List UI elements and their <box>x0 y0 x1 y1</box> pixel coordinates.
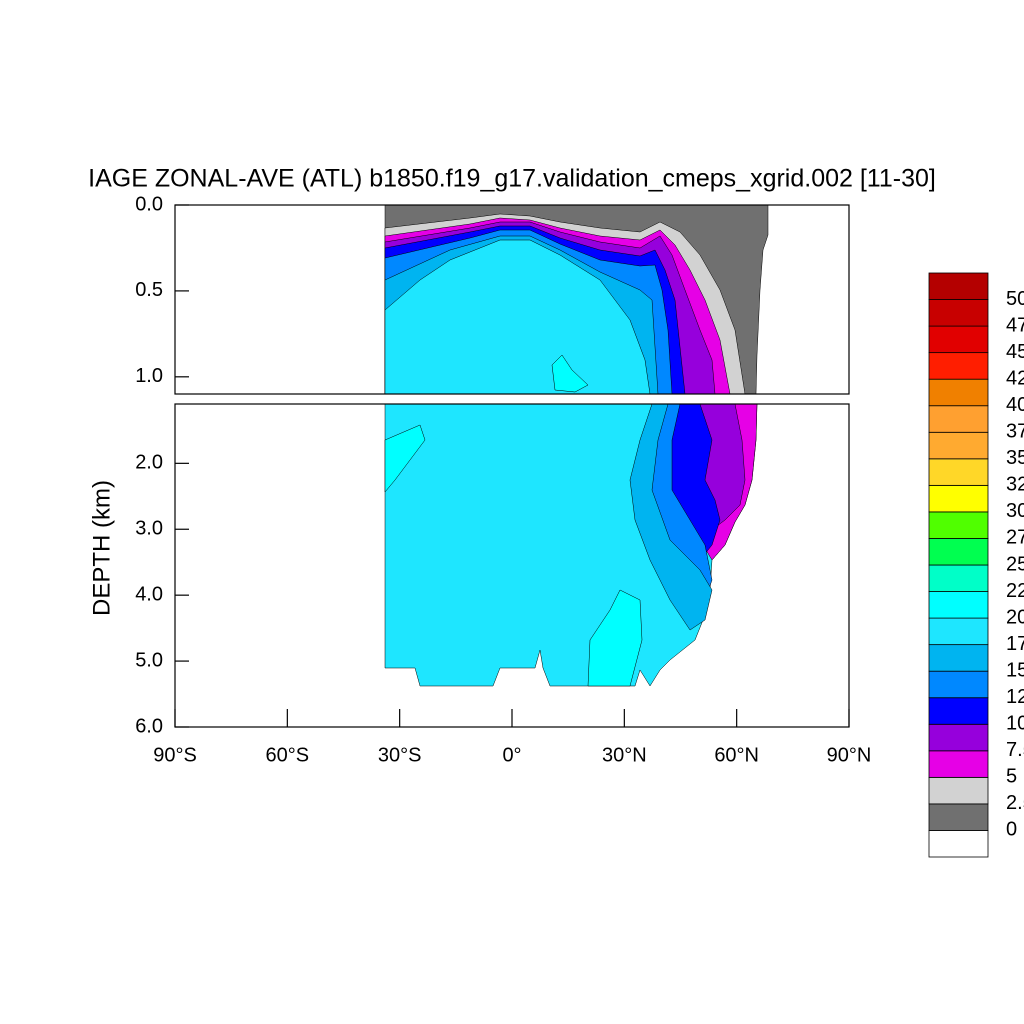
y-tick-label: 0.0 <box>135 193 163 215</box>
contour-region <box>587 589 643 687</box>
colorbar-box <box>928 272 989 300</box>
colorbar-box <box>928 750 989 778</box>
colorbar-label: 42.5 <box>1006 367 1024 389</box>
colorbar-box <box>928 644 989 672</box>
y-tick-label: 5.0 <box>135 649 163 671</box>
colorbar-label: 10 <box>1006 713 1024 735</box>
chart-title: IAGE ZONAL-AVE (ATL) b1850.f19_g17.valid… <box>88 165 936 193</box>
colorbar-label: 35 <box>1006 447 1024 469</box>
colorbar-label: 30 <box>1006 500 1024 522</box>
colorbar-box <box>928 431 989 460</box>
colorbar-label: 25 <box>1006 553 1024 575</box>
colorbar-box <box>928 405 989 433</box>
colorbar-label: 2.5 <box>1006 792 1024 814</box>
y-axis-label: DEPTH (km) <box>88 480 115 616</box>
contour-region <box>551 354 589 393</box>
contour-region <box>629 403 713 631</box>
x-tick-label: 60°N <box>714 744 759 766</box>
colorbar-box <box>928 591 989 619</box>
x-tick-label: 30°S <box>378 744 422 766</box>
y-tick-label: 4.0 <box>135 583 163 605</box>
colorbar-box <box>928 511 989 539</box>
x-tick-label: 60°S <box>266 744 310 766</box>
colorbar-box <box>928 378 989 407</box>
y-tick-label: 0.5 <box>135 279 163 301</box>
colorbar-box <box>928 352 989 380</box>
y-tick-label: 6.0 <box>135 715 163 737</box>
colorbar-label: 12.5 <box>1006 686 1024 708</box>
colorbar-label: 45 <box>1006 341 1024 363</box>
colorbar-box <box>928 697 989 725</box>
x-tick-label: 0° <box>502 744 521 766</box>
colorbar-box <box>928 830 989 858</box>
colorbar-label: 7.5 <box>1006 739 1024 761</box>
colorbar-label: 47.5 <box>1006 314 1024 336</box>
colorbar-box <box>928 803 989 831</box>
colorbar-box <box>928 564 989 592</box>
colorbar-label: 37.5 <box>1006 421 1024 443</box>
x-tick-label: 90°S <box>153 744 197 766</box>
colorbar-label: 27.5 <box>1006 527 1024 549</box>
x-tick-label: 30°N <box>602 744 647 766</box>
colorbar-box <box>928 484 989 513</box>
colorbar-label: 0 <box>1006 819 1017 841</box>
colorbar-label: 32.5 <box>1006 474 1024 496</box>
colorbar-label: 22.5 <box>1006 580 1024 602</box>
panel-frame <box>174 204 850 395</box>
colorbar-box <box>928 299 989 327</box>
x-tick-label: 90°N <box>827 744 872 766</box>
colorbar-label: 15 <box>1006 659 1024 681</box>
colorbar-label: 50 <box>1006 288 1024 310</box>
colorbar-box <box>928 325 989 354</box>
colorbar-box <box>928 458 989 486</box>
colorbar-label: 20 <box>1006 606 1024 628</box>
colorbar-box <box>928 617 989 646</box>
colorbar-label: 40 <box>1006 394 1024 416</box>
colorbar-label: 5 <box>1006 766 1017 788</box>
colorbar-label: 17.5 <box>1006 633 1024 655</box>
colorbar-box <box>928 723 989 752</box>
y-tick-label: 1.0 <box>135 365 163 387</box>
colorbar-box <box>928 776 989 805</box>
colorbar-box <box>928 538 989 566</box>
colorbar-box <box>928 670 989 699</box>
y-tick-label: 2.0 <box>135 452 163 474</box>
contour-region <box>384 424 426 493</box>
y-tick-label: 3.0 <box>135 518 163 540</box>
